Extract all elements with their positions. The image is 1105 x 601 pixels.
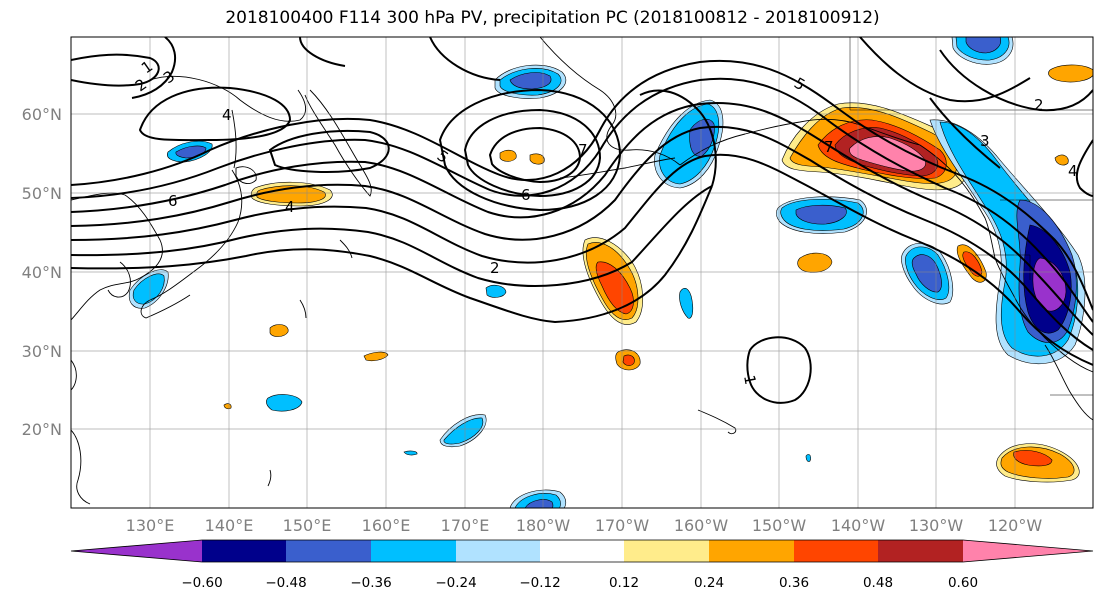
coast-kamchatka [304,89,372,197]
lon-label: 150°W [752,516,807,535]
figure-title: 2018100400 F114 300 hPa PV, precipitatio… [225,8,880,28]
shade-pos-55n-125w [1054,154,1069,166]
colorbar-ticks: −0.60 −0.48 −0.36 −0.24 −0.12 0.12 0.24 … [181,575,978,591]
shade-pos-55n-170e [499,149,517,162]
shade-pos-28n-170w-red [622,354,635,366]
shading-layer [128,37,1093,508]
shade-pos-55n-172e [529,153,545,165]
colorbar-segment [371,540,456,562]
lon-label: 150°E [283,516,332,535]
colorbar-tick-label: −0.12 [519,575,560,591]
shade-pos-65n-115w [1048,64,1093,83]
contour-label: 2 [490,259,500,277]
colorbar-tick-label: −0.48 [265,575,306,591]
contour-label: 4 [1068,162,1078,180]
shade-gulf-alaska-pink [849,136,926,172]
contour-label: 6 [168,192,178,210]
lat-label: 50°N [22,184,62,203]
lon-label: 180°W [516,516,571,535]
lon-label: 160°E [362,516,411,535]
coast-hawaii [697,409,737,435]
lon-label: 170°E [441,516,490,535]
colorbar-segment [456,540,540,562]
shade-neg-15n-150w [805,454,811,462]
shade-neg-20n-173e [443,417,484,445]
colorbar-segment [624,540,709,562]
colorbar-segment [794,540,878,562]
colorbar-outline [70,539,1094,563]
shade-neg-45n-150w-blue [795,204,847,225]
colorbar-segment [709,540,794,562]
contour-label: 4 [285,198,295,216]
map-frame [70,36,1094,509]
shade-neg-10n-180-blue [524,499,554,508]
lon-label: 130°E [126,516,175,535]
lon-label: 140°E [205,516,254,535]
shade-neg-25n-145e [266,394,303,412]
pv-contours [71,37,1093,404]
shade-neg-65n-180-blue [509,72,552,90]
latitude-labels: 60°N 50°N 40°N 30°N 20°N [22,105,62,439]
shade-neg-37n-135e [132,273,165,305]
coast-baja [1044,344,1093,421]
contour-label: 7 [824,138,834,156]
coast-bc [919,144,996,259]
lon-label: 160°W [674,516,729,535]
longitude-labels: 130°E 140°E 150°E 160°E 170°E 180°W 170°… [126,516,1043,535]
contour-label: 2 [132,75,150,95]
lat-label: 30°N [22,342,62,361]
shade-neg-40n-173w [679,287,694,319]
gridlines [71,37,1093,508]
colorbar-segment [540,540,624,562]
coast-islands-chain [267,239,353,487]
colorbar-segment [878,540,963,562]
lon-label: 170°W [595,516,650,535]
colorbar-segment [963,540,1093,562]
colorbar-tick-label: 0.48 [863,575,893,591]
coast-uswest [994,257,1093,373]
lat-label: 20°N [22,420,62,439]
shade-neg-65n-130w-blue [965,37,1001,54]
contour-label: 1 [740,374,759,387]
colorbar-tick-label: 0.12 [609,575,639,591]
shade-pos-30n-158e [363,351,389,362]
shade-pos-33n-145e [269,324,289,337]
coast-philippines [71,429,91,505]
contour-label: 4 [222,106,232,124]
shade-neg-40n-140w-blue [911,254,942,293]
colorbar-segment [202,540,286,562]
contour-label: 6 [521,186,531,204]
contour-label: 5 [791,74,808,94]
lon-label: 140°W [831,516,886,535]
shade-neg-37n-178e [485,284,507,298]
colorbar [70,539,1094,563]
contour-label: 3 [980,132,990,150]
colorbar-tick-label: 0.36 [779,575,809,591]
colorbar-tick-label: 0.24 [694,575,724,591]
shade-neg-17n-163e [403,450,418,456]
shade-pos-37n-135w-red [962,251,983,277]
lon-label: 120°W [988,516,1043,535]
shade-pos-40n-150w [797,252,833,273]
coast-okhotsk [149,75,307,122]
coast-alaska-south [679,118,921,166]
colorbar-tick-label: −0.36 [350,575,391,591]
contour-label: 2 [1034,96,1044,114]
shade-pos-15n-120w-red [1013,450,1053,467]
coast-china-south [71,359,77,391]
lat-label: 40°N [22,263,62,282]
lon-label: 130°W [909,516,964,535]
contour-label: 7 [578,141,588,159]
colorbar-segment [71,540,202,562]
colorbar-tick-label: −0.24 [435,575,476,591]
colorbar-tick-label: −0.60 [181,575,222,591]
lat-label: 60°N [22,105,62,124]
colorbar-segment [286,540,371,562]
colorbar-tick-label: 0.60 [948,575,978,591]
shade-pos-22n-140e [223,403,232,410]
